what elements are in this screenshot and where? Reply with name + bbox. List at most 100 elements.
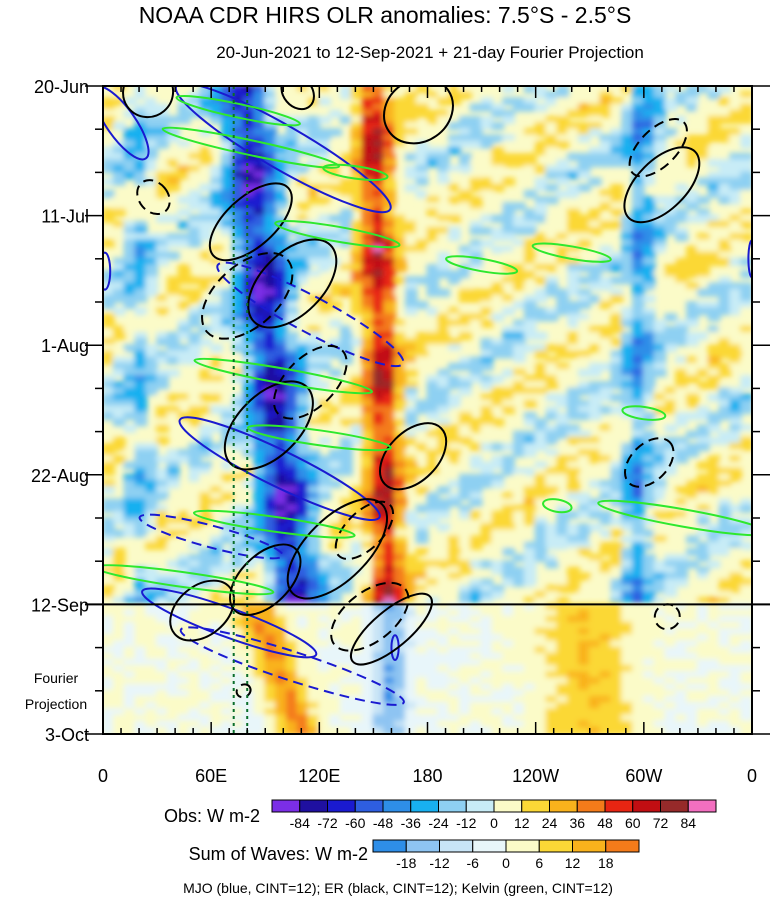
shade-cell [567,689,580,698]
shade-cell [156,621,169,631]
shade-cell [123,492,137,501]
shade-cell [242,584,256,594]
shade-cell [307,282,321,291]
shade-cell [134,134,148,143]
shade-cell [534,461,548,470]
shade-cell [253,350,267,359]
shade-cell [264,338,278,347]
shade-cell [318,233,332,242]
shade-cell [642,344,656,353]
shade-cell [448,714,461,723]
shade-cell [437,233,451,242]
shade-cell [599,640,613,649]
shade-cell [220,436,234,445]
shade-cell [404,665,418,674]
shade-cell [523,270,537,279]
shade-cell [264,584,278,594]
shade-cell [502,368,516,378]
shade-cell [513,263,526,273]
shade-cell [307,115,321,125]
shade-cell [285,288,299,297]
shade-cell [426,554,440,563]
shade-cell [307,591,321,600]
shade-cell [383,578,397,587]
shade-cell [523,245,537,254]
shade-cell [696,628,710,637]
shade-cell [156,479,169,489]
shade-cell [437,430,451,439]
shade-cell [523,689,537,698]
shade-cell [253,646,267,655]
shade-cell [458,140,472,149]
shade-cell [318,239,332,248]
shade-cell [740,578,752,587]
shade-cell [350,233,364,242]
shade-cell [740,517,752,526]
shade-cell [361,362,375,371]
shade-cell [166,640,180,649]
shade-cell [134,609,148,618]
shade-cell [653,708,667,717]
shade-cell [329,467,342,476]
shade-cell [210,498,223,507]
shade-cell [664,566,678,575]
shade-cell [339,683,353,692]
shade-cell [653,122,667,131]
shade-cell [740,442,752,452]
shade-cell [253,436,267,445]
shade-cell [729,159,743,168]
x-tick-label: 0 [98,766,108,786]
shade-cell [156,128,169,137]
shade-cell [103,665,115,674]
shade-cell [188,628,202,637]
shade-cell [556,86,570,94]
shade-cell [231,115,245,125]
shade-cell [642,381,656,390]
shade-cell [675,665,689,674]
shade-cell [577,473,591,482]
shade-cell [664,541,678,550]
shade-cell [220,640,234,649]
shade-cell [112,652,126,661]
shade-cell [285,498,299,507]
shade-cell [166,467,180,476]
shade-cell [231,86,245,94]
shade-cell [523,714,537,723]
shade-cell [567,387,580,396]
shade-cell [242,541,256,550]
shade-cell [307,646,321,655]
shade-cell [534,294,548,303]
shade-cell [448,708,461,717]
shade-cell [134,603,148,612]
shade-cell [285,646,299,655]
shade-cell [664,325,678,334]
shade-cell [588,270,602,279]
shade-cell [103,523,115,532]
shade-cell [513,609,526,618]
shade-cell [372,461,386,470]
shade-cell [253,695,267,705]
shade-cell [675,381,689,390]
shade-cell [112,405,126,415]
shade-cell [534,597,548,606]
shade-cell [480,609,494,618]
shade-cell [188,473,202,482]
shade-cell [729,535,743,544]
shade-cell [350,109,364,118]
shade-cell [242,189,256,199]
shade-cell [469,597,483,606]
shade-cell [329,424,342,433]
shade-cell [253,282,267,291]
shade-cell [394,695,407,705]
shade-cell [166,171,180,180]
shade-cell [696,276,710,285]
shade-cell [729,226,743,236]
shade-cell [307,356,321,365]
shade-cell [448,165,461,174]
shade-cell [577,535,591,544]
shade-cell [567,103,580,112]
shade-cell [621,449,635,458]
shade-cell [134,405,148,415]
shade-cell [112,566,126,575]
shade-cell [166,621,180,631]
